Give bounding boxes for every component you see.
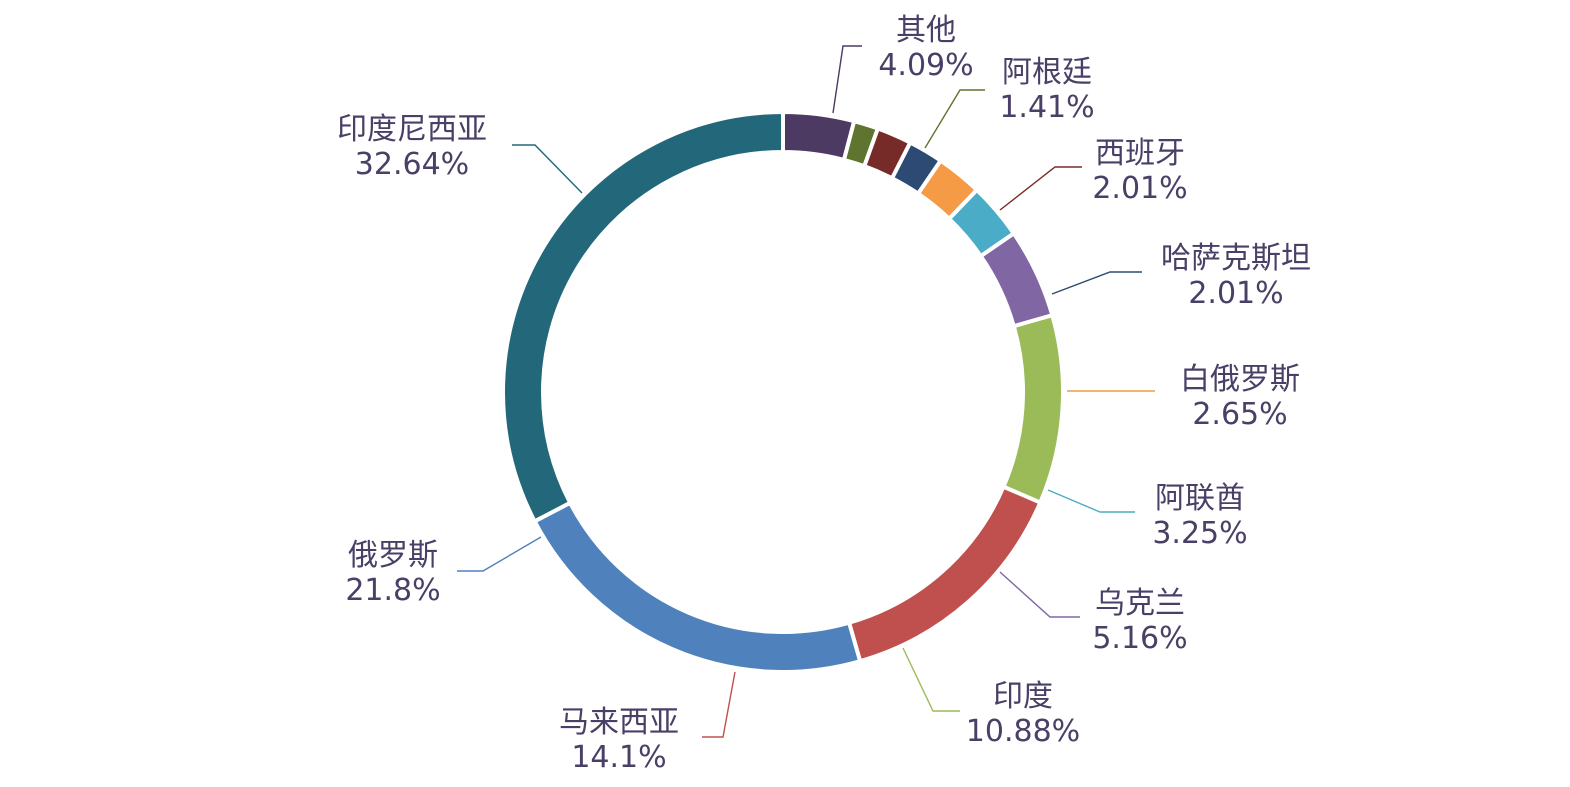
slice-label-1: 其他 xyxy=(896,13,956,48)
slice-value-5: 2.65% xyxy=(1192,397,1287,432)
donut-slice-8 xyxy=(1000,312,1065,506)
slice-labels: 其他4.09% 阿根廷1.41%西班牙2.01%哈萨克斯坦2.01%白俄罗斯2.6… xyxy=(337,13,1311,775)
donut-slice-10 xyxy=(531,500,863,674)
slice-value-8: 10.88% xyxy=(966,714,1080,749)
slice-label-10: 俄罗斯 xyxy=(348,538,438,573)
slice-label-9: 马来西亚 xyxy=(559,705,679,740)
leader-line-4 xyxy=(1051,271,1142,295)
slice-value-11: 32.64% xyxy=(355,147,469,182)
donut-slices xyxy=(501,109,1065,674)
slice-label-3: 西班牙 xyxy=(1095,136,1185,171)
leader-line-6 xyxy=(1047,489,1135,513)
donut-slice-7 xyxy=(978,230,1055,329)
slice-value-1: 4.09% xyxy=(878,48,973,83)
slice-value-4: 2.01% xyxy=(1188,276,1283,311)
leader-line-3 xyxy=(999,166,1082,211)
slice-label-2: 阿根廷 xyxy=(1002,55,1092,90)
leader-line-8 xyxy=(902,647,960,712)
leader-line-2 xyxy=(924,89,985,149)
slice-label-4: 哈萨克斯坦 xyxy=(1161,241,1311,276)
leader-line-7 xyxy=(999,571,1080,618)
slice-value-3: 2.01% xyxy=(1092,171,1187,206)
slice-label-6: 阿联酋 xyxy=(1155,481,1245,516)
donut-slice-1 xyxy=(781,109,857,163)
slice-value-6: 3.25% xyxy=(1152,516,1247,551)
leader-line-1 xyxy=(832,45,862,114)
slice-value-10: 21.8% xyxy=(345,573,440,608)
slice-value-2: 1.41% xyxy=(999,90,1094,125)
leader-line-11 xyxy=(512,144,583,194)
slice-value-9: 14.1% xyxy=(571,740,666,775)
slice-label-5: 白俄罗斯 xyxy=(1180,362,1300,397)
leader-line-9 xyxy=(702,671,736,738)
slice-label-11: 印度尼西亚 xyxy=(337,112,487,147)
slice-label-7: 乌克兰 xyxy=(1095,586,1185,621)
donut-slice-11 xyxy=(501,109,785,525)
slice-value-7: 5.16% xyxy=(1092,621,1187,656)
donut-slice-9 xyxy=(846,484,1043,664)
leader-lines xyxy=(457,45,1155,738)
leader-line-10 xyxy=(457,536,542,572)
slice-label-8: 印度 xyxy=(993,679,1053,714)
